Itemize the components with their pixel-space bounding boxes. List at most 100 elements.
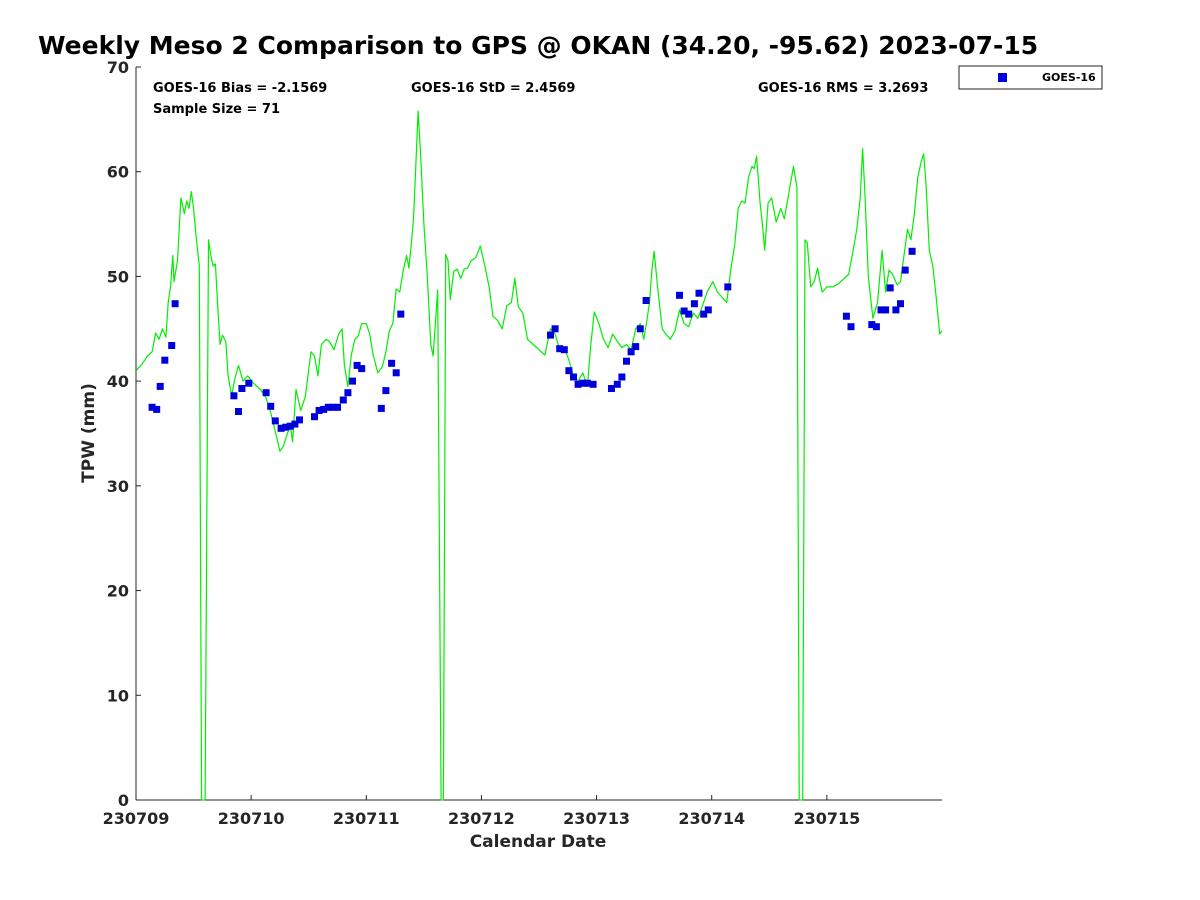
goes16-point	[388, 359, 396, 367]
gps-tpw-line	[135, 110, 943, 801]
goes16-point	[320, 405, 328, 413]
goes16-point	[618, 373, 626, 381]
x-tick-label: 230714	[678, 809, 745, 828]
y-tick-label: 40	[107, 372, 129, 391]
goes16-point	[685, 310, 693, 318]
y-tick-label: 20	[107, 582, 129, 601]
goes16-point	[245, 379, 253, 387]
bias-stat: GOES-16 Bias = -2.1569	[153, 81, 327, 96]
goes16-point	[882, 306, 890, 314]
goes16-point	[886, 284, 894, 292]
goes16-point	[291, 420, 299, 428]
goes16-point	[339, 396, 347, 404]
goes16-point	[551, 325, 559, 333]
chart-title: Weekly Meso 2 Comparison to GPS @ OKAN (…	[38, 31, 1038, 60]
goes16-point	[353, 361, 361, 369]
goes16-point	[168, 342, 176, 349]
goes16-point	[235, 408, 242, 415]
goes16-point	[377, 404, 385, 412]
goes16-point	[676, 291, 683, 299]
x-tick-label: 230715	[793, 809, 860, 828]
goes16-point	[868, 321, 876, 329]
goes16-point	[842, 312, 850, 320]
goes16-point	[382, 387, 390, 395]
goes16-point	[282, 423, 290, 431]
y-tick-label: 60	[107, 163, 129, 182]
goes16-point	[892, 306, 900, 314]
goes16-point	[267, 402, 275, 410]
x-tick-label: 230713	[563, 809, 630, 828]
goes16-point	[847, 323, 855, 331]
goes16-point	[570, 373, 577, 381]
goes16-point	[161, 356, 169, 364]
legend-marker-goes16	[998, 73, 1007, 82]
goes16-point	[334, 403, 341, 411]
y-ticks: 0 10 20 30 40 50 60 70	[107, 58, 141, 810]
goes16-point	[608, 385, 615, 392]
goes16-point	[579, 379, 587, 387]
rms-stat: GOES-16 RMS = 3.2693	[758, 81, 928, 96]
y-tick-label: 70	[107, 58, 129, 77]
goes16-point	[642, 297, 650, 304]
x-tick-label: 230710	[218, 809, 285, 828]
x-axis-label: Calendar Date	[470, 832, 607, 852]
goes16-point	[695, 289, 703, 297]
goes16-point	[296, 416, 303, 424]
goes16-point	[897, 300, 904, 308]
goes16-point	[392, 369, 400, 377]
goes16-point	[397, 310, 405, 318]
goes16-point	[877, 306, 885, 314]
goes16-point	[636, 325, 644, 333]
goes16-point	[344, 389, 352, 397]
goes16-point	[156, 382, 164, 390]
goes16-point	[148, 403, 156, 411]
goes16-point	[627, 348, 635, 356]
goes16-point	[277, 424, 285, 432]
goes16-point	[153, 405, 161, 413]
goes16-point	[872, 323, 880, 331]
goes16-point	[311, 413, 318, 421]
goes16-point	[700, 310, 708, 318]
goes16-point	[623, 357, 630, 365]
goes16-point	[632, 343, 640, 351]
goes16-point	[565, 367, 573, 375]
x-tick-label: 230709	[103, 809, 170, 828]
legend-box	[958, 65, 1103, 90]
std-stat: GOES-16 StD = 2.4569	[411, 81, 575, 96]
goes16-point	[329, 403, 337, 411]
legend-label-goes16: GOES-16	[1042, 71, 1096, 84]
y-axis-label: TPW (mm)	[79, 383, 99, 483]
goes16-point	[901, 266, 909, 274]
goes16-point	[358, 365, 366, 373]
goes16-point	[690, 300, 698, 308]
goes16-point	[908, 247, 916, 255]
series-layer	[135, 110, 943, 801]
goes16-point	[724, 283, 732, 291]
y-tick-label: 50	[107, 267, 129, 286]
x-tick-label: 230712	[448, 809, 515, 828]
legend: GOES-16	[958, 65, 1103, 90]
y-tick-label: 30	[107, 477, 129, 496]
goes16-point	[589, 380, 597, 388]
y-tick-label: 0	[118, 791, 129, 810]
goes16-point	[583, 379, 591, 387]
goes16-point	[171, 300, 179, 308]
goes16-point	[262, 389, 270, 397]
goes16-point	[704, 306, 712, 314]
x-tick-label: 230711	[333, 809, 400, 828]
goes16-point	[613, 380, 621, 388]
goes16-point	[560, 346, 568, 354]
goes16-point	[547, 331, 554, 339]
goes16-point	[230, 392, 238, 400]
plot-area	[135, 67, 942, 801]
goes16-point	[574, 380, 582, 388]
goes16-point	[680, 307, 688, 315]
goes16-point	[271, 417, 279, 425]
x-ticks: 230709 230710 230711 230712 230713 230714 2307…	[103, 795, 860, 828]
goes16-series	[148, 247, 916, 432]
goes16-point	[315, 407, 323, 414]
goes16-point	[324, 403, 332, 411]
goes16-point	[556, 345, 564, 353]
goes16-point	[238, 385, 246, 392]
